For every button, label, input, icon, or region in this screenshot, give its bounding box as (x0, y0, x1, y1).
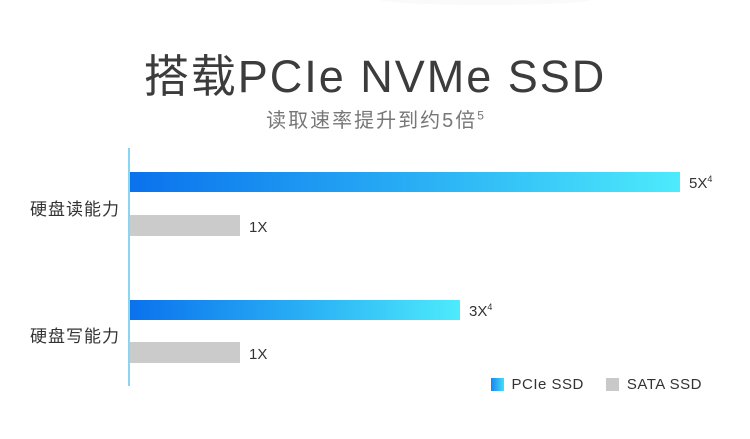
page-subtitle: 读取速率提升到约5倍5 (0, 104, 750, 133)
bar-value-text: 1X (249, 219, 268, 236)
bar-value-footnote: 4 (707, 174, 713, 184)
legend-item-pcie: PCIe SSD (490, 376, 584, 393)
category-label-disk-write: 硬盘写能力 (30, 327, 120, 346)
legend-item-sata: SATA SSD (605, 376, 702, 393)
y-axis-line (128, 148, 130, 386)
bar-value-text: 3X (469, 303, 488, 320)
bar-value-pcie-read: 5X4 (689, 174, 712, 192)
bar-pcie-read (130, 172, 680, 192)
bar-value-text: 5X (689, 175, 708, 192)
bar-sata-read (130, 215, 240, 236)
chart-legend: PCIe SSD SATA SSD (490, 376, 703, 393)
bar-value-text: 1X (249, 346, 268, 363)
subtitle-text: 读取速率提升到约5倍 (266, 110, 478, 132)
bar-sata-write (130, 342, 240, 363)
bar-value-sata-write: 1X (249, 345, 267, 363)
bar-value-sata-read: 1X (249, 218, 267, 236)
page-title: 搭载PCIe NVMe SSD (143, 51, 607, 102)
legend-label-pcie: PCIe SSD (511, 376, 584, 393)
legend-label-sata: SATA SSD (626, 376, 702, 393)
top-image-remnant (378, 0, 593, 5)
subtitle-footnote-marker: 5 (477, 108, 484, 123)
bar-pcie-write (130, 300, 460, 320)
bar-value-footnote: 4 (487, 302, 493, 312)
legend-swatch-sata-icon (605, 378, 619, 391)
legend-swatch-pcie-icon (490, 378, 504, 391)
category-label-disk-read: 硬盘读能力 (30, 200, 120, 219)
bar-value-pcie-write: 3X4 (469, 302, 492, 320)
